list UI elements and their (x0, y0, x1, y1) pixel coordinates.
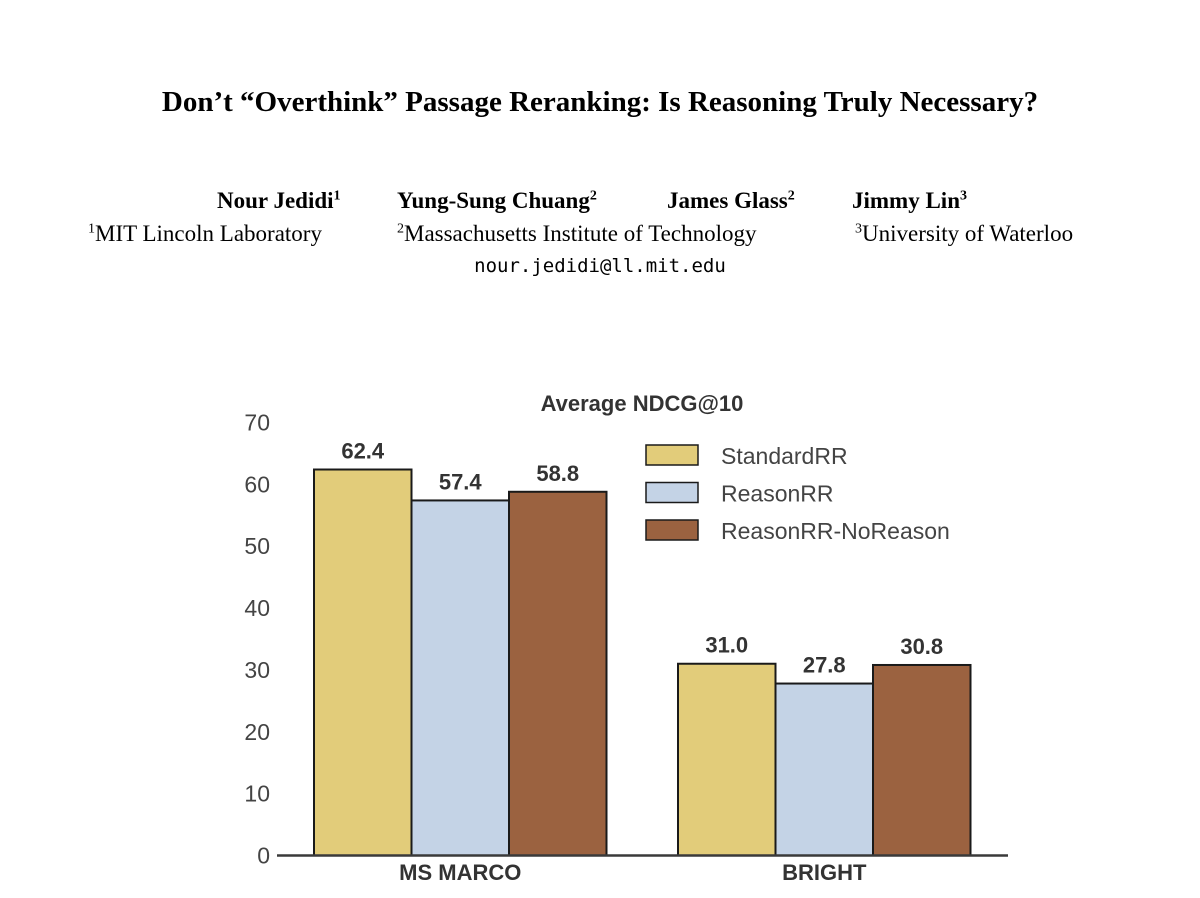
y-tick-label: 20 (244, 719, 270, 745)
bar-reasonrr-ms-marco (410, 499, 510, 857)
chart-title: Average NDCG@10 (541, 391, 744, 416)
bar-value-label: 27.8 (803, 653, 846, 678)
y-tick-label: 0 (257, 843, 270, 869)
author-name: Yung-Sung Chuang (397, 188, 590, 213)
y-tick-label: 30 (244, 657, 270, 683)
contact-email[interactable]: nour.jedidi@ll.mit.edu (474, 255, 726, 277)
bar-value-label: 31.0 (705, 633, 748, 658)
affiliation-mark: 2 (397, 221, 404, 237)
y-tick-label: 10 (244, 781, 270, 807)
legend-label: StandardRR (721, 443, 848, 469)
y-tick-label: 60 (244, 471, 270, 497)
y-tick-label: 40 (244, 595, 270, 621)
author-nour-jedidi: Nour Jedidi1 (217, 186, 341, 216)
author-james-glass: James Glass2 (667, 186, 795, 216)
affiliation-name: Massachusetts Institute of Technology (404, 221, 757, 246)
bar-reasonrr-noreason-bright (872, 663, 972, 857)
author-yung-sung-chuang: Yung-Sung Chuang2 (397, 186, 597, 216)
legend-label: ReasonRR-NoReason (721, 518, 950, 544)
affiliation-mark: 1 (88, 221, 95, 237)
x-category-label: MS MARCO (399, 860, 521, 885)
bar-reasonrr-bright (774, 682, 874, 857)
legend-swatch-reasonrr (645, 481, 699, 504)
y-tick-label: 50 (244, 533, 270, 559)
bar-standardrr-ms-marco (313, 468, 413, 857)
x-category-label: BRIGHT (782, 860, 867, 885)
affiliation-name: University of Waterloo (862, 221, 1074, 246)
affiliation-name: MIT Lincoln Laboratory (95, 221, 322, 246)
author-affiliation-mark: 3 (959, 188, 967, 204)
author-affiliation-mark: 2 (589, 188, 597, 204)
author-name: Nour Jedidi (217, 188, 334, 213)
bar-standardrr-bright (677, 662, 777, 857)
affiliation-mit: 2Massachusetts Institute of Technology (397, 219, 757, 249)
affiliation-mit-lincoln: 1MIT Lincoln Laboratory (88, 219, 322, 249)
bar-value-label: 58.8 (536, 461, 579, 486)
author-name: Jimmy Lin (852, 188, 960, 213)
bar-value-label: 62.4 (341, 439, 385, 464)
bar-reasonrr-noreason-ms-marco (508, 490, 608, 857)
bar-value-label: 30.8 (900, 634, 943, 659)
legend-label: ReasonRR (721, 481, 834, 507)
author-affiliation-mark: 1 (333, 188, 341, 204)
author-jimmy-lin: Jimmy Lin3 (852, 186, 967, 216)
affiliation-waterloo: 3University of Waterloo (855, 219, 1073, 249)
author-name: James Glass (667, 188, 788, 213)
paper-title: Don’t “Overthink” Passage Reranking: Is … (161, 86, 1039, 118)
author-affiliation-mark: 2 (787, 188, 795, 204)
legend-swatch-reasonrr-noreason (645, 519, 699, 541)
y-tick-label: 70 (244, 410, 270, 436)
legend-swatch-standardrr (645, 444, 699, 466)
affiliation-mark: 3 (855, 221, 862, 237)
bar-value-label: 57.4 (439, 469, 483, 494)
